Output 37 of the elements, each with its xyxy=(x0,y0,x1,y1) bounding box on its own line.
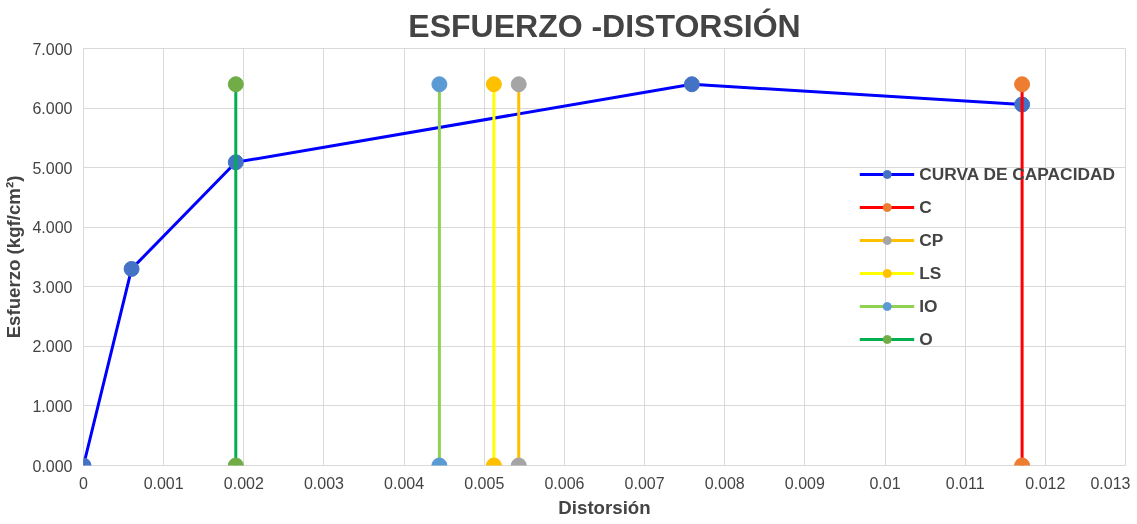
y-tick-label: 7.000 xyxy=(32,40,73,58)
x-tick-label: 0.006 xyxy=(544,474,585,492)
x-tick-label: 0.005 xyxy=(464,474,505,492)
x-tick-label: 0.007 xyxy=(624,474,665,492)
x-tick-label: 0.001 xyxy=(143,474,184,492)
point xyxy=(227,76,244,93)
y-tick-label: 4.000 xyxy=(32,219,73,237)
point xyxy=(1014,76,1031,93)
x-tick-label: 0.011 xyxy=(945,474,985,492)
chart-title: ESFUERZO -DISTORSIÓN xyxy=(408,7,801,44)
y-tick-label: 2.000 xyxy=(32,338,73,356)
y-tick-label: 3.000 xyxy=(32,278,73,296)
point xyxy=(683,76,700,93)
point xyxy=(510,76,527,93)
x-tick-label: 0.008 xyxy=(704,474,745,492)
legend-label: C xyxy=(919,196,933,218)
x-tick-label: 0.009 xyxy=(784,474,826,492)
y-tick-label: 6.000 xyxy=(32,100,73,118)
x-tick-label: 0.002 xyxy=(223,474,264,492)
x-tick-label: 0.004 xyxy=(384,474,425,492)
y-tick-label: 5.000 xyxy=(32,159,73,177)
legend-label: IO xyxy=(919,295,939,317)
x-tick-label: 0.012 xyxy=(1025,474,1066,492)
y-axis-title: Esfuerzo (kgf/cm²) xyxy=(3,175,25,339)
y-tick-label: 0.000 xyxy=(32,457,73,475)
x-tick-label: 0 xyxy=(79,474,89,492)
legend-label: O xyxy=(919,328,934,350)
point xyxy=(123,260,140,277)
legend-label: CP xyxy=(919,229,944,251)
x-axis-title: Distorsión xyxy=(558,496,651,518)
x-tick-label: 0.013 xyxy=(1090,474,1131,492)
y-tick-label: 1.000 xyxy=(32,397,73,415)
point xyxy=(485,76,502,93)
point xyxy=(431,76,448,93)
legend-label: LS xyxy=(919,262,942,284)
x-tick-label: 0.003 xyxy=(303,474,345,492)
x-tick-label: 0.01 xyxy=(869,474,901,492)
